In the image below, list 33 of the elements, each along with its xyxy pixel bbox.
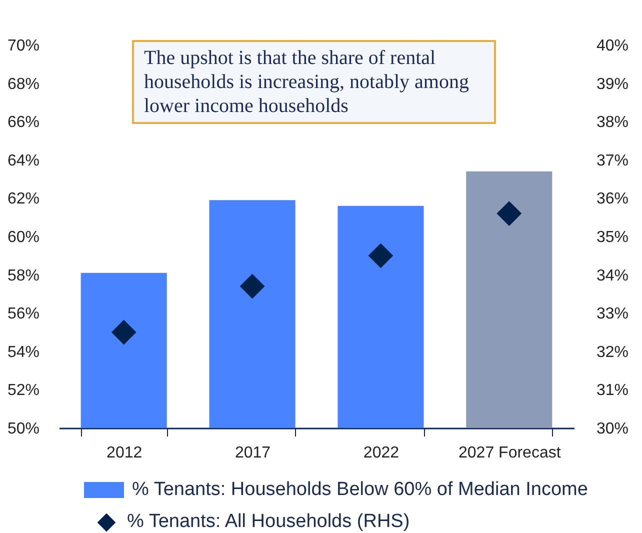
legend-label: % Tenants: All Households (RHS) xyxy=(127,511,410,533)
x-tick-label: 2022 xyxy=(363,444,400,462)
x-tick-label: 2017 xyxy=(234,444,271,462)
y-tick-label: 54% xyxy=(7,344,40,361)
point xyxy=(111,320,136,345)
y2-tick-label: 35% xyxy=(596,229,629,246)
y-tick-label: 56% xyxy=(7,306,40,323)
y-tick-label: 70% xyxy=(7,38,40,54)
point xyxy=(368,243,394,268)
legend-label: % Tenants: Households Below 60% of Median Income xyxy=(132,479,588,501)
y-tick-label: 62% xyxy=(7,190,40,208)
y-tick-label: 64% xyxy=(7,152,40,170)
y-tick-label: 68% xyxy=(7,76,40,93)
y2-tick-label: 30% xyxy=(596,420,629,438)
x-tick-label: 2027 Forecast xyxy=(458,444,562,462)
y2-tick-label: 34% xyxy=(596,267,629,284)
y2-tick-label: 37% xyxy=(596,152,629,170)
annotation: The upshot is that the share of rental households is increasing, notably among lower income households xyxy=(132,40,496,124)
y2-tick-label: 39% xyxy=(596,76,629,93)
y-tick-label: 60% xyxy=(7,229,40,246)
point xyxy=(496,201,522,226)
x-tick-label: 2012 xyxy=(106,444,142,462)
y2-tick-label: 31% xyxy=(596,382,629,400)
y-tick-label: 66% xyxy=(7,114,40,132)
y2-tick-label: 32% xyxy=(596,344,629,361)
y-tick-label: 58% xyxy=(7,267,40,284)
y2-tick-label: 33% xyxy=(596,306,629,323)
y-tick-label: 52% xyxy=(7,382,40,400)
y-tick-label: 50% xyxy=(7,420,40,438)
y2-tick-label: 40% xyxy=(596,38,629,54)
point xyxy=(240,274,265,299)
y2-tick-label: 36% xyxy=(596,190,629,208)
y2-tick-label: 38% xyxy=(596,114,629,132)
